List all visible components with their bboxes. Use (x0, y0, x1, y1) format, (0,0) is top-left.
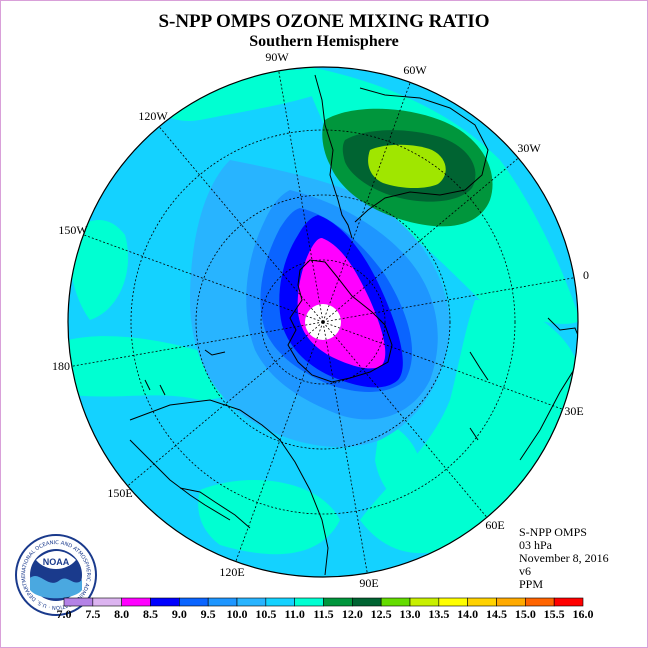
colorbar-swatch (236, 597, 267, 607)
info-units: PPM (519, 577, 543, 591)
lon-label-60e: 60E (485, 518, 504, 532)
info-date: November 8, 2016 (519, 551, 609, 565)
info-level: 03 hPa (519, 538, 553, 552)
ozone-maximum (322, 108, 493, 227)
colorbar-tick-label: 9.5 (201, 607, 216, 621)
meridian-line (127, 321, 324, 487)
colorbar-tick-label: 13.5 (428, 607, 449, 621)
colorbar-tick-label: 14.0 (457, 607, 478, 621)
lon-label-150e: 150E (107, 486, 132, 500)
meridian-line (322, 157, 519, 323)
colorbar-swatch (409, 597, 440, 607)
colorbar-swatch (553, 597, 584, 607)
colorbar-tick-label: 12.5 (371, 607, 392, 621)
colorbar-swatch (496, 597, 526, 607)
colorbar-tick-label: 7.0 (57, 607, 72, 621)
lon-label-30e: 30E (564, 404, 583, 418)
lon-label-90w: 90W (265, 50, 289, 64)
logo-text: NOAA (43, 557, 70, 567)
meridian-line (322, 321, 368, 574)
colorbar-tick-label: 9.0 (172, 607, 187, 621)
logo-gull (36, 551, 76, 569)
logo-wave (30, 576, 82, 599)
colorbar-swatch (207, 597, 238, 607)
colorbar-tick-label: 7.5 (85, 607, 100, 621)
meridian-line (322, 321, 488, 518)
latitude-circle (260, 259, 386, 385)
colorbar-tick-label: 14.5 (486, 607, 507, 621)
colorbar-swatch (323, 597, 353, 607)
colorbar: 7.0 7.5 8.0 8.5 9.0 9.5 10.0 10.5 11.0 11.5 12.0 12… (57, 597, 594, 621)
colorbar-swatch (92, 597, 122, 607)
meridian-line (83, 234, 324, 323)
colorbar-tick-label: 15.0 (515, 607, 536, 621)
colorbar-swatch (63, 597, 94, 607)
colorbar-tick-label: 16.0 (573, 607, 594, 621)
lon-label-90e: 90E (359, 576, 378, 590)
colorbar-swatch (265, 597, 295, 607)
colorbar-tick-label: 12.0 (342, 607, 363, 621)
lon-label-0: 0 (583, 268, 589, 282)
colorbar-tick-label: 10.0 (227, 607, 248, 621)
colorbar-swatch (294, 597, 324, 607)
info-block: S-NPP OMPS 03 hPa November 8, 2016 v6 PP… (519, 525, 609, 591)
ozone-band-12-5 (368, 144, 446, 189)
colorbar-tick-label: 15.5 (544, 607, 565, 621)
colorbar-swatch (179, 597, 209, 607)
graticule (71, 70, 575, 574)
lon-label-30w: 30W (517, 141, 541, 155)
colorbar-swatch (121, 597, 151, 607)
meridian-line (278, 70, 324, 323)
meridian-line (158, 126, 324, 323)
latitude-circle (195, 194, 451, 450)
colorbar-swatch (380, 597, 411, 607)
meridian-line (71, 321, 324, 367)
info-version: v6 (519, 564, 531, 578)
colorbar-swatch (467, 597, 497, 607)
latitude-circle (130, 129, 516, 515)
colorbar-tick-label: 10.5 (255, 607, 276, 621)
colorbar-tick-label: 11.0 (284, 607, 304, 621)
colorbar-swatch (150, 597, 180, 607)
lon-label-120w: 120W (138, 109, 168, 123)
meridian-line (235, 321, 324, 562)
meridian-line (322, 277, 575, 323)
map-subtitle: Southern Hemisphere (249, 33, 398, 50)
colorbar-swatch (438, 597, 468, 607)
colorbar-tick-label: 8.5 (143, 607, 158, 621)
meridian-line (322, 321, 563, 410)
colorbar-tick-label: 13.0 (400, 607, 421, 621)
map-title: S-NPP OMPS OZONE MIXING RATIO (158, 11, 489, 32)
map-outline (67, 66, 579, 578)
lon-label-150w: 150W (58, 223, 88, 237)
lon-label-60w: 60W (403, 63, 427, 77)
colorbar-tick-label: 8.0 (114, 607, 129, 621)
info-product: S-NPP OMPS (519, 525, 587, 539)
lon-label-120e: 120E (219, 565, 244, 579)
lon-label-180: 180 (52, 359, 70, 373)
colorbar-swatch (525, 597, 555, 607)
meridian-lines (71, 70, 575, 574)
meridian-line (322, 82, 411, 323)
colorbar-tick-label: 11.5 (313, 607, 333, 621)
longitude-labels: 90W 60W 30W 0 30E 60E 90E 120E 150E 180 … (52, 50, 589, 590)
colorbar-swatch (352, 597, 382, 607)
